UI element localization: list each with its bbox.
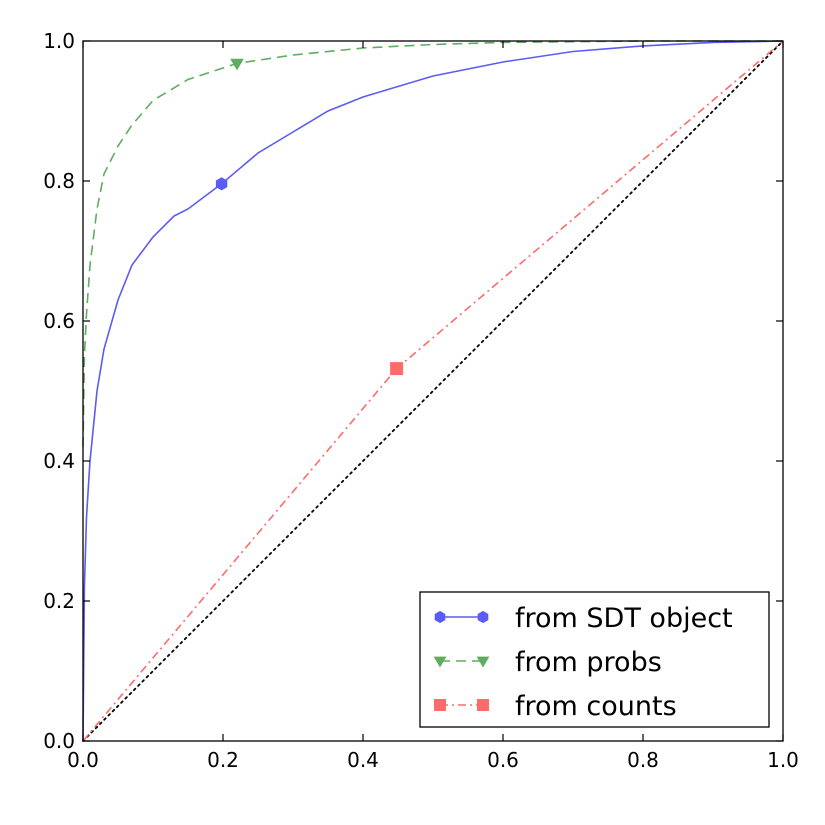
x-tick-label: 0.6 bbox=[487, 748, 519, 772]
x-tick-label: 0.0 bbox=[67, 748, 99, 772]
plot-area bbox=[82, 40, 784, 742]
series-marker-0 bbox=[215, 177, 228, 191]
legend-marker-left bbox=[434, 699, 446, 711]
legend-entry: from SDT object bbox=[434, 603, 733, 634]
x-tick-label: 0.4 bbox=[347, 748, 379, 772]
legend-marker-left bbox=[433, 656, 447, 668]
y-tick-label: 1.0 bbox=[43, 29, 75, 53]
legend-entry: from counts bbox=[434, 691, 677, 722]
x-tick-label: 0.8 bbox=[627, 748, 659, 772]
x-tick-label: 1.0 bbox=[767, 748, 799, 772]
axes-frame bbox=[82, 40, 784, 742]
legend: from SDT object from probs from counts bbox=[419, 591, 770, 728]
series-line-0 bbox=[82, 40, 784, 742]
series-line-1 bbox=[82, 40, 783, 448]
series-marker-1 bbox=[230, 58, 244, 71]
y-tick-label: 0.6 bbox=[43, 309, 75, 333]
legend-marker-left bbox=[434, 610, 446, 624]
legend-marker-right bbox=[476, 656, 490, 668]
y-tick-label: 0.0 bbox=[43, 729, 75, 753]
legend-entry: from probs bbox=[433, 647, 662, 678]
y-tick-label: 0.8 bbox=[43, 169, 75, 193]
y-tick-label: 0.4 bbox=[43, 449, 75, 473]
legend-label: from SDT object bbox=[515, 603, 733, 634]
legend-marker-right bbox=[477, 610, 489, 624]
axis-ticks: 0.0 0.2 0.4 0.6 0.8 1.0 0.0 0.2 0.4 0.6 0.8 1.0 bbox=[43, 29, 799, 772]
y-tick-label: 0.2 bbox=[43, 589, 75, 613]
legend-label: from probs bbox=[515, 647, 662, 678]
series-marker-2 bbox=[390, 362, 404, 376]
x-tick-label: 0.2 bbox=[207, 748, 239, 772]
legend-marker-right bbox=[477, 699, 489, 711]
legend-label: from counts bbox=[515, 691, 677, 722]
